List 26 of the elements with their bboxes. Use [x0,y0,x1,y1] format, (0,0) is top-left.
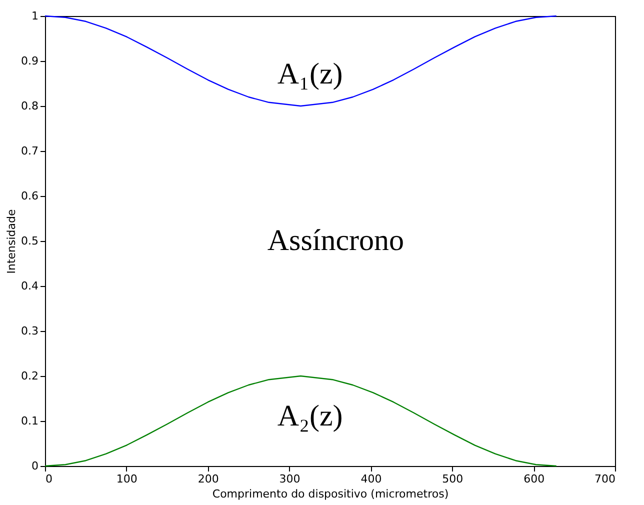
y-tick-label: 0.5 [21,234,38,248]
y-tick-label: 0.3 [21,324,38,338]
x-tick-label: 200 [198,472,219,486]
annotation: Assíncrono [267,224,404,257]
x-tick-label: 0 [46,472,52,486]
y-axis-title: Intensidade [5,209,18,274]
x-tick-label: 600 [524,472,545,486]
y-tick-label: 0.8 [21,100,38,112]
x-tick-label: 400 [360,472,382,486]
x-tick-label: 100 [116,472,138,486]
y-tick-label: 0.6 [21,190,38,202]
x-tick-label: 300 [279,472,300,486]
y-tick-label: 0.2 [21,370,38,382]
annotation: A₂(z) [277,400,343,432]
x-tick-label: 700 [594,472,616,486]
y-tick-label: 0 [32,460,38,472]
line-series [44,15,557,107]
x-tick-label: 500 [442,472,464,486]
y-tick-label: 1 [32,10,38,22]
y-tick-label: 0.7 [21,144,38,158]
y-tick-label: 0.9 [21,54,38,68]
y-tick-label: 0.1 [21,414,38,428]
line-series [44,375,557,467]
annotation: A₁(z) [277,58,343,90]
x-axis-title: Comprimento do dispositivo (micrometros) [212,488,449,500]
y-tick-label: 0.4 [21,280,38,292]
